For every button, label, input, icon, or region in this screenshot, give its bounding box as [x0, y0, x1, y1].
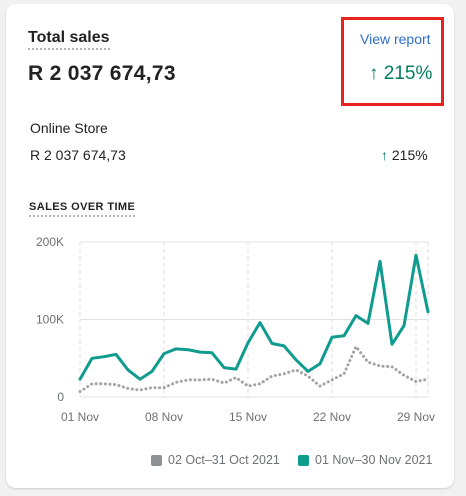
- legend-swatch-current: [298, 454, 309, 466]
- view-report-link[interactable]: View report: [360, 31, 431, 47]
- channel-change: ↑ 215%: [381, 147, 428, 163]
- sales-over-time-title[interactable]: SALES OVER TIME: [29, 201, 136, 217]
- legend-swatch-previous: [151, 454, 162, 466]
- up-arrow-icon: ↑: [381, 147, 388, 163]
- y-tick-label: 0: [57, 390, 64, 404]
- y-tick-label: 200K: [36, 235, 64, 249]
- x-tick-label: 15 Nov: [229, 410, 267, 424]
- channel-value: R 2 037 674,73: [30, 147, 126, 163]
- legend-item-previous[interactable]: 02 Oct–31 Oct 2021: [151, 453, 280, 467]
- x-tick-label: 22 Nov: [313, 410, 351, 424]
- sales-change-value: 215%: [383, 63, 433, 84]
- legend-item-current[interactable]: 01 Nov–30 Nov 2021: [298, 453, 432, 467]
- y-tick-label: 100K: [36, 313, 64, 327]
- sales-change: ↑ 215%: [369, 63, 432, 85]
- x-tick-label: 29 Nov: [397, 410, 435, 424]
- highlight-box: [341, 17, 444, 106]
- channel-label: Online Store: [30, 120, 108, 136]
- series-line-current: [78, 253, 430, 381]
- total-sales-value: R 2 037 674,73: [28, 62, 176, 85]
- legend-label-previous: 02 Oct–31 Oct 2021: [168, 453, 280, 467]
- x-tick-label: 08 Nov: [145, 410, 183, 424]
- channel-change-value: 215%: [391, 147, 428, 163]
- legend-label-current: 01 Nov–30 Nov 2021: [315, 453, 433, 467]
- series-line-previous: [78, 345, 430, 394]
- x-tick-label: 01 Nov: [61, 410, 99, 424]
- up-arrow-icon: ↑: [369, 63, 379, 84]
- card-title[interactable]: Total sales: [28, 29, 110, 50]
- total-sales-card: [6, 4, 454, 488]
